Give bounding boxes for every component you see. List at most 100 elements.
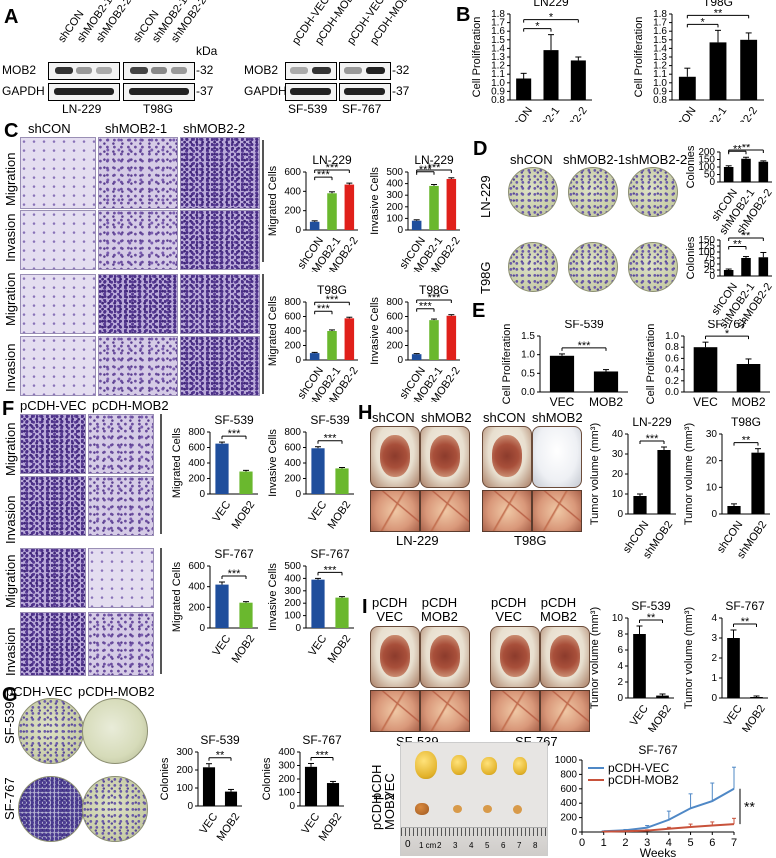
bar xyxy=(549,355,575,392)
y-tick-label: 0 xyxy=(295,225,301,236)
significance-label: *** xyxy=(326,294,340,306)
chart-e-sf767: SF-767 0.00.20.40.60.81.0 Cell Proliferati… xyxy=(645,320,770,409)
x-tick-label: MOB2 xyxy=(589,395,623,409)
y-tick-label: 0.8 xyxy=(665,342,679,353)
colony-dish xyxy=(628,167,678,217)
y-tick-label: 0.0 xyxy=(521,387,535,398)
row-label: pCDH MOB2 xyxy=(369,793,397,830)
ruler-tick: 8 xyxy=(533,841,538,850)
significance-label: *** xyxy=(317,303,331,315)
cam-egg xyxy=(420,426,470,488)
cam-egg xyxy=(532,426,582,488)
micrograph xyxy=(20,476,86,536)
panel-label-h: H xyxy=(358,402,373,424)
bar xyxy=(709,42,727,100)
micrograph xyxy=(98,137,178,209)
kda-marker: -37 xyxy=(392,84,410,98)
y-axis-label: Cell Proliferation xyxy=(471,17,483,98)
row-label: LN-229 xyxy=(478,175,493,218)
y-tick-label: 0 xyxy=(711,693,717,704)
micrograph xyxy=(98,274,178,334)
y-tick-label: 0 xyxy=(199,623,205,634)
bar xyxy=(570,60,586,100)
y-tick-label: 1.7 xyxy=(491,18,505,29)
colony-dish xyxy=(82,776,148,842)
bar xyxy=(750,697,763,698)
y-tick-label: 0 xyxy=(199,489,205,500)
y-tick-label: 30 xyxy=(612,449,624,460)
y-tick-label: 400 xyxy=(560,798,577,809)
y-axis-label: Invasive Cells xyxy=(267,563,279,631)
y-tick-label: 4 xyxy=(711,613,717,624)
x-axis-label: Weeks xyxy=(640,846,676,858)
divider xyxy=(262,274,264,394)
colony-dish xyxy=(18,698,84,764)
blot-mob2-t98g xyxy=(123,62,195,80)
significance-label: ** xyxy=(742,144,751,154)
chart-title: T98G xyxy=(317,283,347,297)
cam-egg xyxy=(420,626,470,688)
chart-title: LN-229 xyxy=(632,415,672,429)
bar xyxy=(723,167,734,182)
y-tick-label: 1.5 xyxy=(653,35,667,46)
bar xyxy=(239,471,253,494)
bar xyxy=(309,353,320,360)
y-tick-label: 100 xyxy=(278,788,295,799)
row-label: Migration xyxy=(3,152,18,206)
chart-b-t98g: T98G 0.80.91.01.11.21.31.41.51.61.71.8 Cel… xyxy=(633,0,764,122)
bar xyxy=(516,78,532,100)
chart-title: T98G xyxy=(703,0,733,9)
y-tick-label: 300 xyxy=(284,586,301,597)
ruler-tick: 2 xyxy=(437,841,442,850)
chart-title: SF-539 xyxy=(214,413,254,427)
ruler-tick: 1 cm xyxy=(419,841,437,850)
bar xyxy=(656,695,669,698)
y-tick-label: 1.8 xyxy=(491,9,505,20)
y-tick-label: 0 xyxy=(295,355,301,366)
significance-label: * xyxy=(535,21,540,33)
bar xyxy=(741,158,751,182)
y-tick-label: 0 xyxy=(711,509,717,520)
y-tick-label: 600 xyxy=(560,784,577,795)
col-label: shCON xyxy=(28,121,71,136)
divider xyxy=(262,140,264,262)
x-tick-label: 1 xyxy=(601,837,607,849)
blot-mob2-ln229 xyxy=(48,62,120,80)
y-tick-label: 2 xyxy=(711,653,717,664)
y-tick-label: 0 xyxy=(397,355,403,366)
y-tick-label: 600 xyxy=(386,312,403,323)
y-tick-label: 1000 xyxy=(555,755,578,766)
significance-label: * xyxy=(701,16,706,28)
x-tick-label: VEC xyxy=(693,395,718,409)
blot-mob2-sf767 xyxy=(339,62,391,80)
y-axis-label: Colonies xyxy=(159,757,171,800)
ruler-tick: 6 xyxy=(501,841,506,850)
y-tick-label: 200 xyxy=(188,602,205,613)
x-tick-label: 2 xyxy=(622,837,628,849)
significance-label: *** xyxy=(324,564,338,576)
bar xyxy=(344,184,355,230)
tumor-closeup xyxy=(532,490,582,532)
row-label: Migration xyxy=(3,422,18,476)
bar xyxy=(758,257,769,276)
colony-dish xyxy=(508,167,558,217)
y-tick-label: 400 xyxy=(188,458,205,469)
bar xyxy=(751,452,765,514)
col-label: shCON xyxy=(372,410,415,425)
y-tick-label: 100 xyxy=(284,611,301,622)
y-tick-label: 400 xyxy=(386,326,403,337)
tumor xyxy=(513,805,522,814)
y-tick-label: 0.6 xyxy=(665,353,679,364)
tumor-closeup xyxy=(420,690,470,732)
significance-label: * xyxy=(549,12,554,24)
y-tick-label: 1 xyxy=(711,673,717,684)
y-tick-label: 20 xyxy=(706,456,718,467)
y-tick-label: 3 xyxy=(711,633,717,644)
col-label: pCDH VEC xyxy=(491,595,527,624)
y-tick-label: 300 xyxy=(386,190,403,201)
significance-label: ** xyxy=(216,750,225,762)
significance-label: *** xyxy=(428,162,442,174)
y-axis-label: Invasive Cells xyxy=(369,297,381,365)
